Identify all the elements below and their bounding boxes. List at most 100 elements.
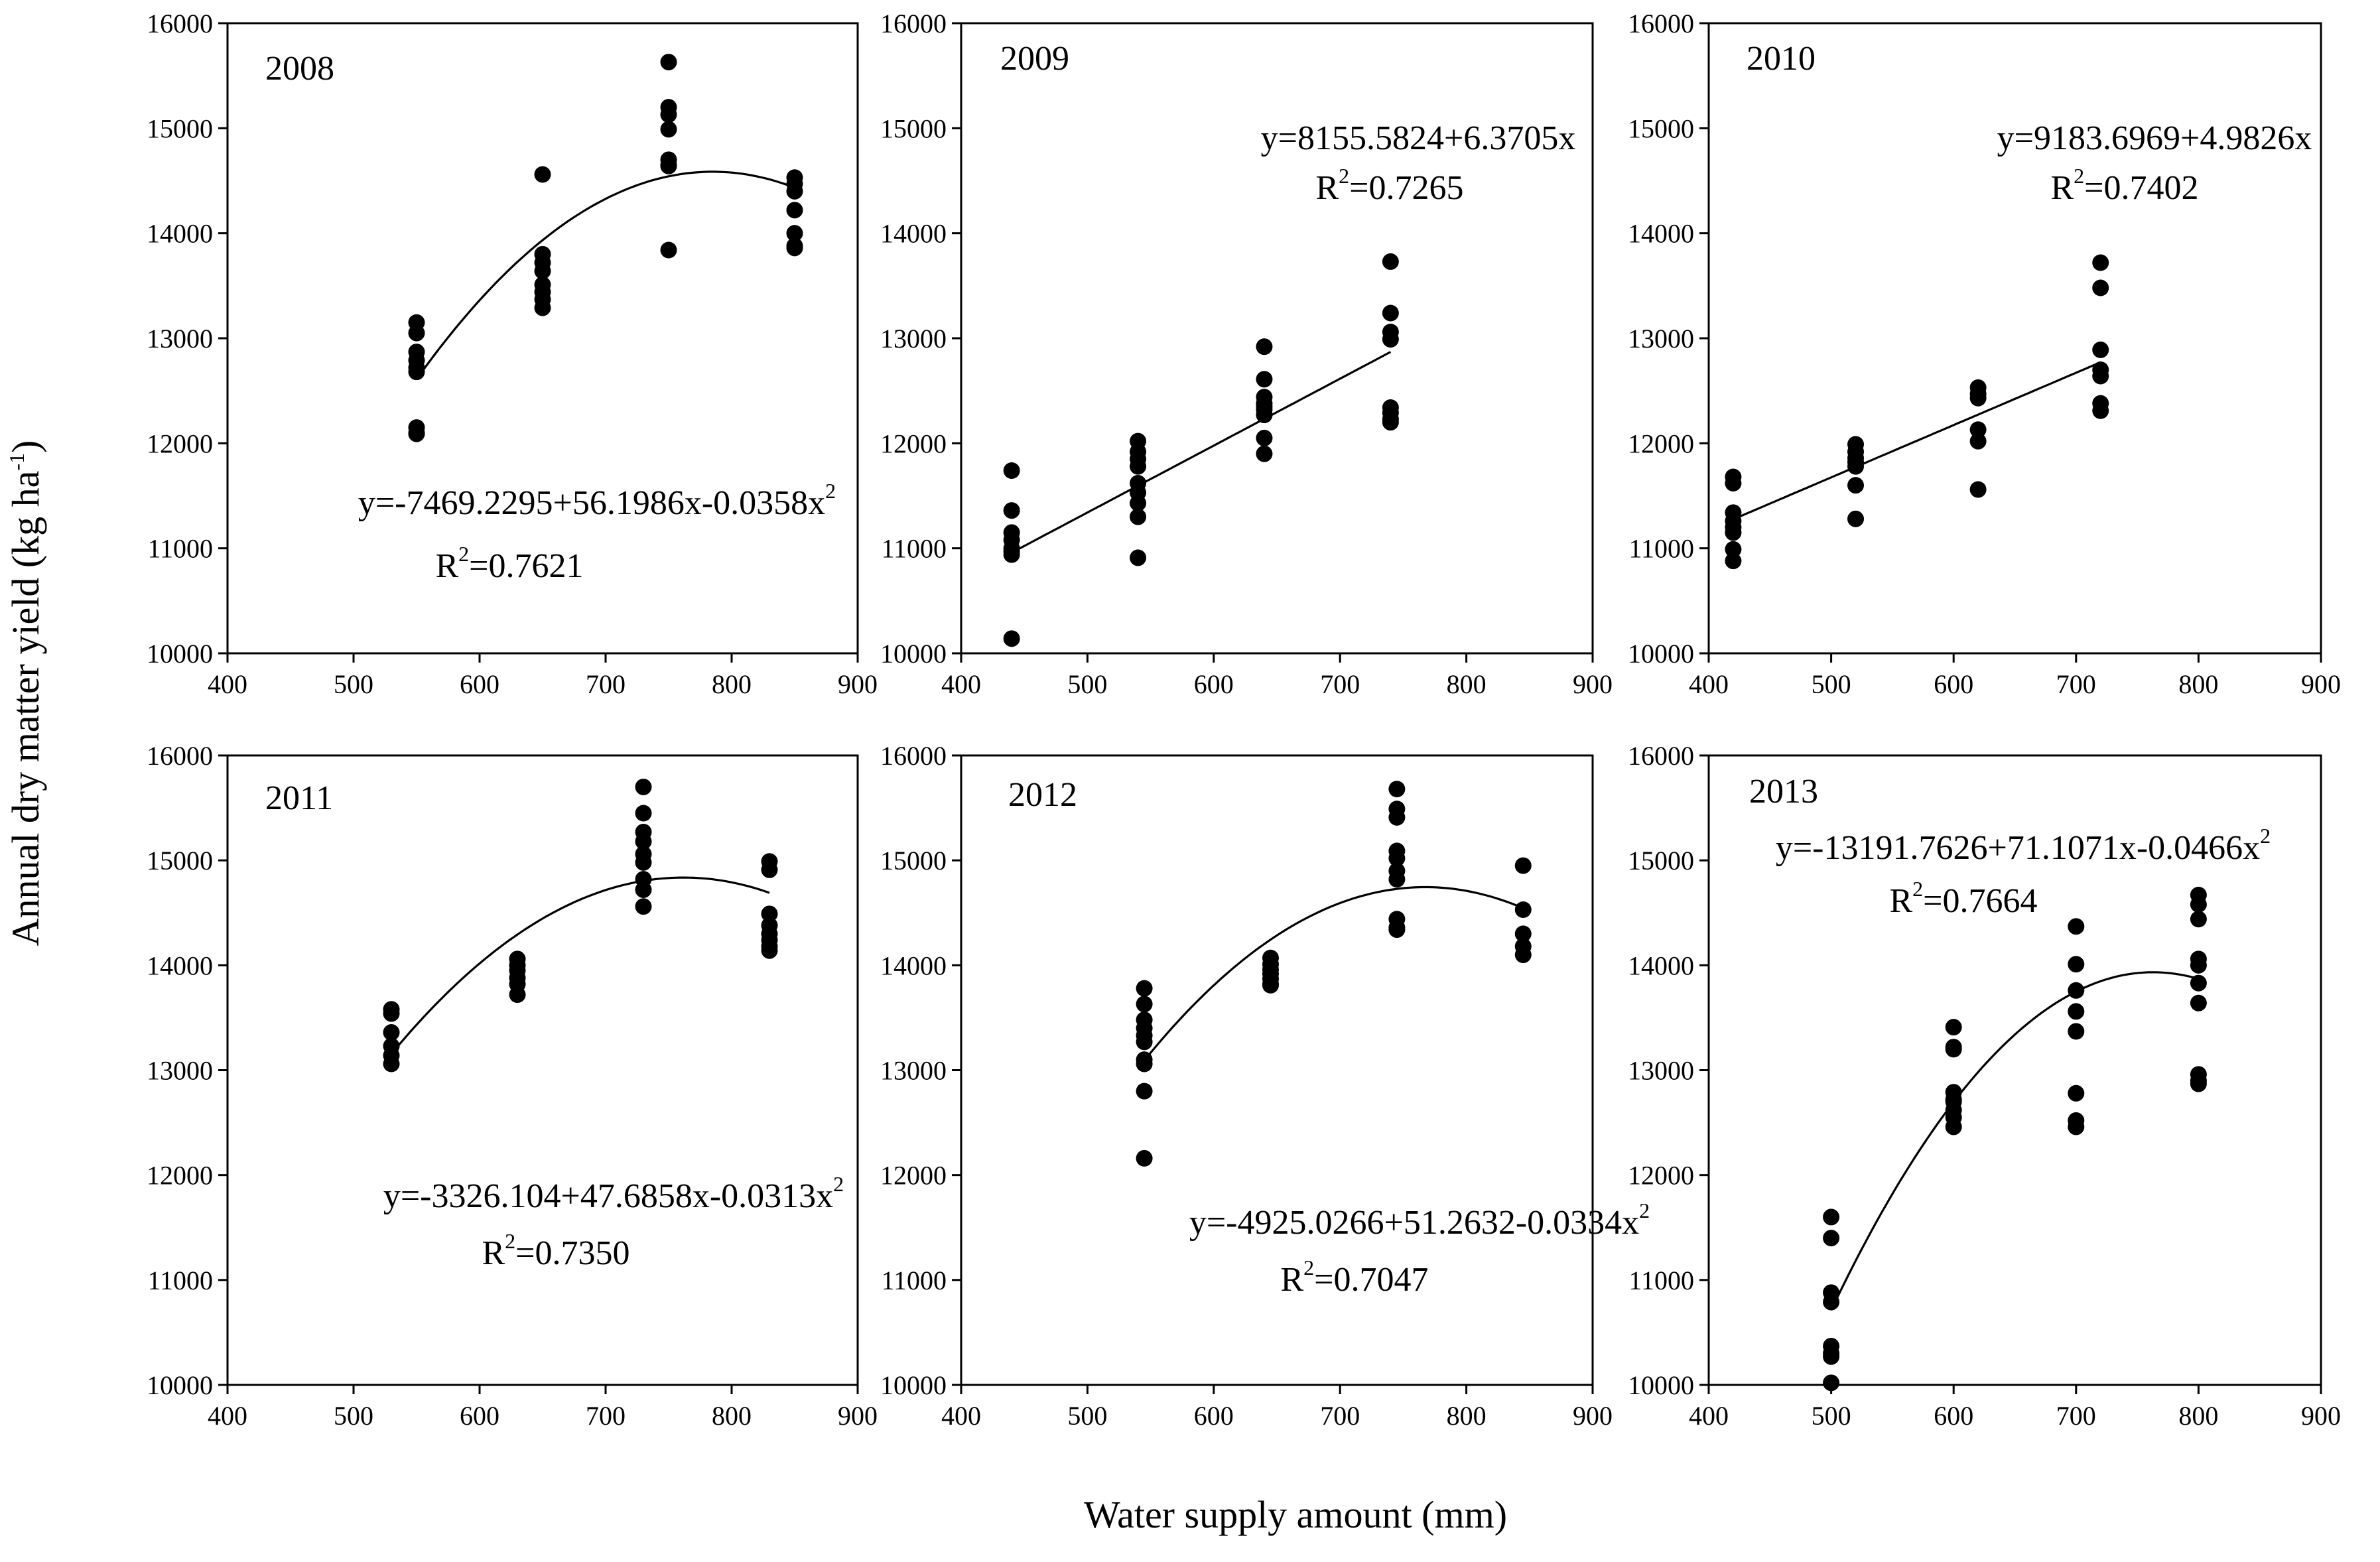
panel-year-label: 2009 bbox=[1000, 40, 1069, 78]
panel-year-label: 2010 bbox=[1747, 40, 1816, 78]
panel-2011: 400 500 600 700 800 900 10000 11000 12000 13000 14… bbox=[147, 741, 878, 1431]
data-point bbox=[761, 861, 778, 878]
x-tick-label: 500 bbox=[1067, 669, 1107, 699]
y-tick-label: 13000 bbox=[147, 324, 213, 354]
y-tick-label: 16000 bbox=[1628, 9, 1694, 38]
data-point bbox=[1823, 1293, 1840, 1311]
y-tick-label: 12000 bbox=[147, 428, 213, 458]
data-point bbox=[786, 239, 803, 257]
data-point bbox=[1003, 630, 1020, 647]
data-point bbox=[1388, 871, 1406, 888]
panel-year-label: 2013 bbox=[1749, 773, 1818, 811]
data-point bbox=[1262, 976, 1279, 994]
y-tick-label: 11000 bbox=[147, 1266, 213, 1295]
fit-r-squared: R2=0.7350 bbox=[482, 1229, 629, 1272]
data-point bbox=[2190, 896, 2207, 913]
y-tick-label: 11000 bbox=[881, 1266, 947, 1295]
x-tick-label: 900 bbox=[838, 1401, 878, 1431]
x-tick-label: 600 bbox=[1194, 1401, 1234, 1431]
data-point bbox=[383, 1005, 400, 1022]
data-point bbox=[1945, 1019, 1962, 1036]
y-tick-label: 13000 bbox=[880, 324, 947, 354]
fit-equation: y=-13191.7626+71.1071x-0.0466x2 bbox=[1776, 824, 2271, 867]
x-tick-label: 700 bbox=[2056, 669, 2096, 699]
data-point bbox=[1847, 458, 1865, 475]
fit-r-squared: R2=0.7047 bbox=[1280, 1256, 1428, 1299]
data-point bbox=[761, 942, 778, 959]
data-point bbox=[635, 778, 652, 795]
x-tick-label: 700 bbox=[586, 669, 626, 699]
y-tick-label: 12000 bbox=[880, 428, 947, 458]
x-tick-label: 900 bbox=[1573, 1401, 1613, 1431]
data-point bbox=[1514, 946, 1532, 964]
data-point bbox=[408, 425, 425, 442]
data-point bbox=[660, 54, 677, 71]
y-tick-label: 10000 bbox=[880, 1370, 947, 1400]
x-tick-label: 600 bbox=[1934, 1401, 1973, 1431]
data-point bbox=[1136, 1082, 1153, 1100]
data-point bbox=[1130, 549, 1147, 566]
data-point bbox=[1382, 414, 1399, 431]
y-tick-label: 12000 bbox=[1628, 428, 1694, 458]
data-point bbox=[1003, 502, 1020, 519]
x-axis-title: Water supply amount (mm) bbox=[1084, 1493, 1507, 1536]
x-tick-label: 900 bbox=[2301, 1401, 2341, 1431]
data-point bbox=[2092, 341, 2109, 358]
data-point bbox=[1136, 1033, 1153, 1051]
y-tick-label: 13000 bbox=[1628, 324, 1694, 354]
panel-2012: 400 500 600 700 800 900 10000 11000 12000 13000 14… bbox=[880, 741, 1650, 1431]
fit-r-squared: R2=0.7664 bbox=[1889, 877, 2037, 920]
data-point bbox=[2092, 367, 2109, 385]
x-tick-label: 800 bbox=[2178, 669, 2218, 699]
y-tick-label: 14000 bbox=[147, 950, 213, 980]
y-tick-label: 16000 bbox=[880, 9, 947, 38]
data-point bbox=[786, 182, 803, 200]
fit-equation: y=8155.5824+6.3705x bbox=[1261, 119, 1576, 157]
data-point bbox=[2068, 918, 2085, 935]
data-point bbox=[1725, 541, 1742, 558]
data-point bbox=[383, 1055, 400, 1073]
data-point bbox=[1382, 331, 1399, 348]
data-point bbox=[1388, 921, 1406, 939]
fit-r-squared: R2=0.7621 bbox=[435, 542, 583, 585]
x-tick-label: 400 bbox=[941, 669, 981, 699]
data-point bbox=[1256, 429, 1273, 446]
data-point bbox=[1725, 475, 1742, 491]
data-point bbox=[1256, 371, 1273, 388]
panels: 400 500 600 700 800 9001000011000120001300014… bbox=[147, 9, 2341, 1431]
x-tick-label: 700 bbox=[2056, 1401, 2096, 1431]
data-point bbox=[1514, 901, 1532, 919]
data-point bbox=[2068, 1023, 2085, 1040]
x-tick-label: 500 bbox=[334, 669, 373, 699]
y-tick-label: 14000 bbox=[1628, 950, 1694, 980]
fit-equation: y=9183.6969+4.9826x bbox=[1997, 119, 2312, 157]
data-point bbox=[1130, 508, 1147, 525]
y-tick-label: 10000 bbox=[1628, 639, 1694, 669]
y-tick-label: 14000 bbox=[1628, 219, 1694, 249]
y-tick-label: 15000 bbox=[880, 846, 947, 876]
data-point bbox=[2068, 982, 2085, 999]
fit-curve bbox=[1733, 361, 2101, 521]
x-tick-label: 400 bbox=[208, 669, 247, 699]
data-point bbox=[2092, 254, 2109, 271]
fit-equation: y=-3326.104+47.6858x-0.0313x2 bbox=[383, 1172, 844, 1215]
data-point bbox=[1256, 445, 1273, 462]
data-point bbox=[383, 1024, 400, 1041]
x-tick-label: 700 bbox=[1320, 669, 1360, 699]
data-point bbox=[1945, 1093, 1962, 1110]
data-point bbox=[2092, 279, 2109, 296]
plot-frame bbox=[960, 22, 1594, 655]
data-point bbox=[1969, 389, 1987, 407]
x-tick-label: 500 bbox=[1067, 1401, 1107, 1431]
plot-frame bbox=[226, 754, 859, 1386]
y-tick-label: 14000 bbox=[880, 219, 947, 249]
y-tick-label: 15000 bbox=[147, 846, 213, 876]
x-tick-label: 500 bbox=[1812, 1401, 1851, 1431]
x-tick-label: 800 bbox=[2178, 1401, 2218, 1431]
data-point bbox=[2190, 994, 2207, 1011]
x-tick-label: 400 bbox=[1689, 1401, 1729, 1431]
fit-r-squared: R2=0.7402 bbox=[2050, 164, 2198, 207]
data-point bbox=[2190, 1075, 2207, 1092]
x-tick-label: 800 bbox=[1447, 669, 1487, 699]
data-point bbox=[1130, 458, 1147, 475]
